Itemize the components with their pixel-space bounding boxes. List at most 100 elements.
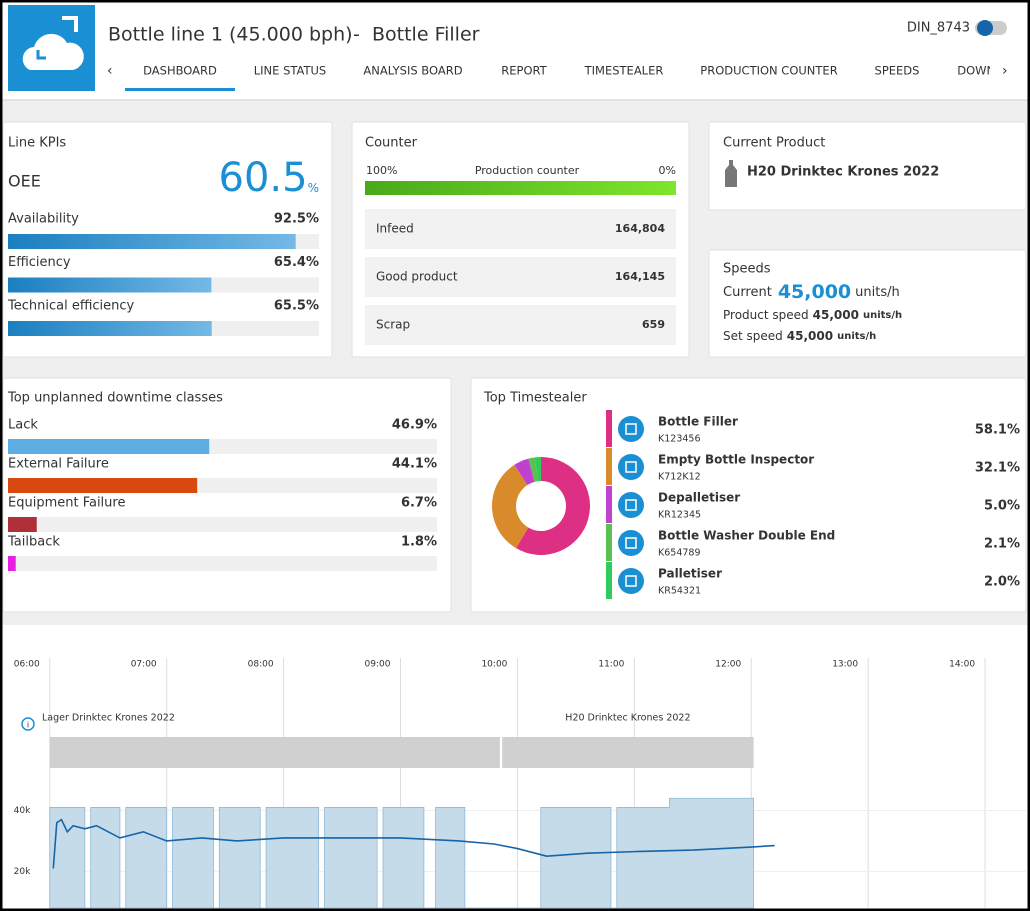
x-tick-label: 12:00	[715, 660, 741, 670]
speed-line	[52, 818, 775, 869]
machine-icon	[618, 568, 644, 594]
current-speed-label: Current	[723, 285, 772, 300]
card-title: Counter	[365, 136, 418, 151]
timestealer-name[interactable]: Bottle Filler	[658, 415, 738, 429]
kpi-name: Efficiency	[8, 255, 71, 270]
machine-icon-glyph	[625, 575, 637, 587]
nav-tab[interactable]: LINE STATUS	[254, 64, 326, 78]
nav-tab[interactable]: SPEEDS	[875, 64, 920, 78]
product-label: H20 Drinktec Krones 2022	[565, 713, 690, 724]
card-title: Speeds	[723, 262, 771, 277]
oee-value: 60.5	[219, 155, 308, 201]
downtime-bar	[8, 439, 210, 454]
timestealer-value: 32.1%	[975, 461, 1020, 476]
timestealer-color	[606, 448, 612, 485]
downtime-bar	[8, 478, 198, 493]
toggle-knob[interactable]	[977, 20, 993, 36]
machine-icon	[618, 416, 644, 442]
timestealer-color	[606, 562, 612, 599]
kpi-name: Availability	[8, 212, 79, 227]
current-speed-value: 45,000	[778, 281, 851, 303]
oee: 60.5%	[219, 155, 319, 201]
active-tab-underline	[125, 88, 235, 91]
downtime-value: 46.9%	[392, 418, 437, 433]
product-span	[49, 737, 500, 768]
donut-slice	[516, 457, 590, 555]
timestealer-code: KR54321	[658, 586, 701, 597]
page-subtitle: Bottle Filler	[372, 24, 480, 46]
timestealer-code: K712K12	[658, 472, 701, 483]
donut-slice	[514, 458, 535, 486]
speed-area	[49, 797, 754, 909]
timestealer-name[interactable]: Palletiser	[658, 567, 722, 581]
nav-tab[interactable]: PRODUCTION COUNTER	[700, 64, 837, 78]
downtime-value: 6.7%	[401, 496, 437, 511]
kpi-name: Technical efficiency	[7, 299, 135, 314]
machine-icon	[618, 454, 644, 480]
tab-prev[interactable]: ‹	[107, 63, 113, 79]
timestealer-value: 58.1%	[975, 423, 1020, 438]
downtime-bar	[8, 556, 16, 571]
nav-tab[interactable]: DOWNTIME	[957, 64, 1023, 78]
timestealer-code: K654789	[658, 548, 701, 559]
y-tick-label: 40k	[14, 806, 31, 816]
speed-value: 45,000	[813, 308, 859, 322]
speed-unit: units/h	[837, 331, 876, 342]
timestealer-value: 5.0%	[984, 499, 1020, 514]
machine-icon	[618, 530, 644, 556]
info-icon-i: i	[27, 721, 29, 730]
x-tick-label: 10:00	[481, 660, 507, 670]
product-label: Lager Drinktec Krones 2022	[42, 713, 175, 724]
user-name: DIN_8743	[907, 21, 970, 36]
oee-label: OEE	[8, 172, 41, 191]
machine-icon-glyph	[625, 461, 637, 473]
nav-tab[interactable]: TIMESTEALER	[584, 64, 664, 78]
product-name[interactable]: H20 Drinktec Krones 2022	[747, 165, 939, 180]
timestealer-value: 2.1%	[984, 537, 1020, 552]
speeds-card	[708, 249, 1027, 358]
x-tick-label: 06:00	[14, 660, 40, 670]
x-tick-label: 14:00	[949, 660, 975, 670]
current-product-card	[708, 121, 1027, 211]
x-tick-label: 09:00	[365, 660, 391, 670]
header-bg	[0, 0, 1030, 100]
donut-slice	[534, 457, 541, 482]
nav-tab[interactable]: DASHBOARD	[143, 64, 217, 78]
downtime-value: 44.1%	[392, 457, 437, 472]
speed-label: Product speed	[723, 308, 809, 322]
timestealer-card	[470, 377, 1027, 613]
speed-row: Set speed 45,000 units/h	[723, 329, 876, 343]
timestealer-name[interactable]: Empty Bottle Inspector	[658, 453, 814, 467]
current-speed-unit: units/h	[855, 285, 900, 300]
downtime-name: Equipment Failure	[8, 496, 125, 511]
x-tick-label: 08:00	[248, 660, 274, 670]
bottle-icon	[725, 160, 737, 187]
counter-row-bg	[365, 257, 676, 297]
counter-bar-right: 0%	[659, 164, 676, 177]
downtime-track	[8, 556, 437, 571]
nav-tab[interactable]: ANALYSIS BOARD	[363, 64, 462, 78]
timestealer-value: 2.0%	[984, 575, 1020, 590]
counter-row-label: Good product	[376, 270, 458, 284]
card-title: Top Timestealer	[483, 391, 587, 406]
logo-cloud	[22, 33, 84, 70]
card-title: Top unplanned downtime classes	[7, 391, 223, 406]
kpi-bar	[8, 277, 212, 293]
downtime-value: 1.8%	[401, 535, 437, 550]
kpi-value: 65.4%	[274, 255, 319, 270]
current-speed: Current 45,000 units/h	[723, 281, 900, 303]
counter-row-value: 164,804	[615, 222, 665, 235]
y-tick-label: 20k	[14, 867, 31, 877]
tab-next[interactable]: ›	[1002, 63, 1008, 79]
counter-row-bg	[365, 209, 676, 249]
counter-bar-label: Production counter	[475, 164, 580, 177]
info-icon[interactable]	[21, 717, 35, 731]
page-title: Bottle line 1 (45.000 bph)	[108, 24, 353, 46]
nav-tab[interactable]: REPORT	[501, 64, 547, 78]
downtime-name: External Failure	[8, 457, 109, 472]
timestealer-color	[606, 410, 612, 447]
timestealer-name[interactable]: Depalletiser	[658, 491, 740, 505]
kpi-bar	[8, 321, 212, 336]
timestealer-name[interactable]: Bottle Washer Double End	[658, 529, 835, 543]
